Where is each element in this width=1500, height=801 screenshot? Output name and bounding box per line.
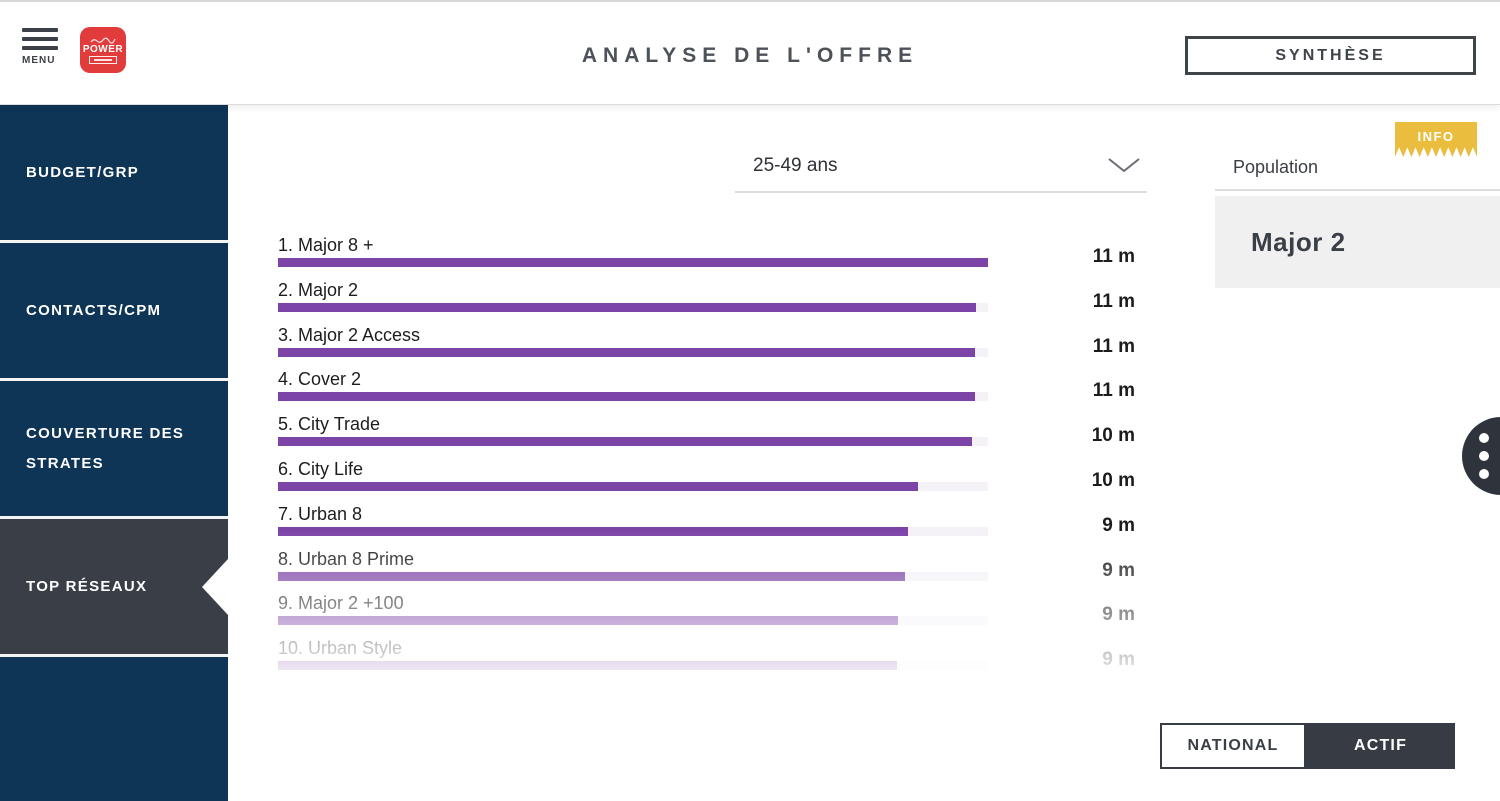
bar-fill	[278, 616, 898, 626]
network-label: 1. Major 8 +	[278, 235, 374, 255]
network-label: 6. City Life	[278, 458, 364, 479]
bar-fill	[278, 526, 908, 536]
scope-toggle: NATIONAL ACTIF	[1160, 723, 1455, 769]
main-content: 25-49 ans INFO Population Major 2 1. Maj…	[228, 105, 1500, 801]
bar-track	[278, 481, 988, 491]
sidebar-item-label: COUVERTURE DES STRATES	[26, 424, 185, 472]
power-logo[interactable]: POWER	[80, 27, 126, 73]
network-row[interactable]: 2. Major 2 11 m	[278, 277, 1135, 322]
population-column-header: Population	[1233, 157, 1319, 177]
bar-fill	[278, 437, 973, 447]
network-value: 11 m	[1092, 335, 1135, 357]
bar-track	[278, 526, 988, 536]
kebab-dots-icon	[1479, 433, 1489, 479]
sidebar-item-label: BUDGET/GRP	[26, 163, 140, 181]
network-row[interactable]: 5. City Trade 10 m	[278, 411, 1135, 456]
network-row[interactable]: 9. Major 2 +100 9 m	[278, 590, 1135, 635]
bar-track	[278, 571, 988, 581]
hamburger-icon	[22, 28, 58, 32]
top-header: MENU POWER ANALYSE DE L'OFFRE SYNTHÈSE	[0, 0, 1500, 105]
logo-squiggle-icon	[90, 37, 116, 44]
sidebar-item-4[interactable]: TOP RÉSEAUX	[0, 519, 228, 657]
dropdown-underline	[735, 191, 1147, 193]
menu-label: MENU	[22, 55, 56, 66]
network-value: 9 m	[1102, 649, 1135, 671]
network-value: 9 m	[1102, 604, 1135, 626]
national-toggle-button[interactable]: NATIONAL	[1160, 723, 1306, 769]
age-target-dropdown[interactable]: 25-49 ans	[735, 155, 1147, 193]
bar-track	[278, 258, 988, 267]
population-underline	[1215, 189, 1500, 191]
sidebar-item-1[interactable]: BUDGET/GRP	[0, 105, 228, 243]
bar-fill	[278, 258, 988, 267]
sidebar-item-label: TOP RÉSEAUX	[26, 577, 148, 595]
bar-track	[278, 437, 988, 447]
network-ranking-chart: 1. Major 8 +11 m 2. Major 2 11 m 3. Major 2…	[278, 232, 1135, 680]
sidebar-item-2[interactable]: CONTACTS/CPM	[0, 243, 228, 381]
sidebar-item-3[interactable]: COUVERTURE DES STRATES	[0, 381, 228, 519]
network-row[interactable]: 1. Major 8 + 11 m	[278, 232, 1135, 277]
network-label: 5. City Trade	[278, 414, 381, 435]
bar-fill	[278, 302, 976, 312]
selected-network-panel[interactable]: Major 2	[1215, 196, 1500, 288]
network-row[interactable]: 4. Cover 2 11 m	[278, 366, 1135, 411]
age-dropdown-value: 25-49 ans	[753, 155, 838, 176]
chevron-down-icon	[1108, 158, 1140, 173]
network-label: 3. Major 2 Access	[278, 324, 421, 345]
network-row[interactable]: 7. Urban 8 9 m	[278, 501, 1135, 546]
more-options-button[interactable]	[1462, 417, 1500, 495]
network-row[interactable]: 6. City Life 10 m	[278, 456, 1135, 501]
network-label: 4. Cover 2	[278, 369, 362, 390]
logo-band	[89, 55, 117, 64]
network-value: 9 m	[1102, 559, 1135, 581]
logo-text: POWER	[82, 43, 124, 55]
synthese-button[interactable]: SYNTHÈSE	[1185, 36, 1476, 75]
selected-network-title: Major 2	[1251, 226, 1346, 257]
bar-fill	[278, 347, 976, 357]
network-row[interactable]: 8. Urban 8 Prime 9 m	[278, 546, 1135, 591]
bar-fill	[278, 392, 976, 402]
network-label: 8. Urban 8 Prime	[278, 548, 415, 569]
bar-fill	[278, 661, 898, 671]
network-value: 9 m	[1102, 514, 1135, 536]
bar-fill	[278, 481, 918, 491]
bar-track	[278, 392, 988, 402]
bar-fill	[278, 571, 905, 581]
sidebar-item-label: CONTACTS/CPM	[26, 301, 162, 319]
bar-track	[278, 661, 988, 671]
network-label: 10. Urban Style	[278, 638, 403, 659]
network-value: 10 m	[1091, 469, 1135, 491]
network-row[interactable]: 10. Urban Style 9 m	[278, 635, 1135, 680]
network-value: 11 m	[1092, 380, 1135, 402]
sidebar-nav: BUDGET/GRP CONTACTS/CPM COUVERTURE DES STR…	[0, 105, 228, 801]
network-label: 7. Urban 8	[278, 503, 363, 524]
bar-track	[278, 302, 988, 312]
bar-track	[278, 616, 988, 626]
info-badge[interactable]: INFO	[1395, 122, 1477, 157]
hamburger-menu-button[interactable]: MENU	[22, 28, 62, 66]
network-label: 2. Major 2	[278, 279, 359, 300]
network-value: 11 m	[1092, 290, 1135, 312]
network-value: 10 m	[1091, 425, 1135, 447]
network-value: 11 m	[1092, 246, 1135, 267]
bar-track	[278, 347, 988, 357]
network-row[interactable]: 3. Major 2 Access 11 m	[278, 322, 1135, 367]
network-label: 9. Major 2 +100	[278, 593, 404, 614]
active-item-arrow-notch	[202, 558, 228, 615]
actif-toggle-button[interactable]: ACTIF	[1306, 723, 1455, 769]
